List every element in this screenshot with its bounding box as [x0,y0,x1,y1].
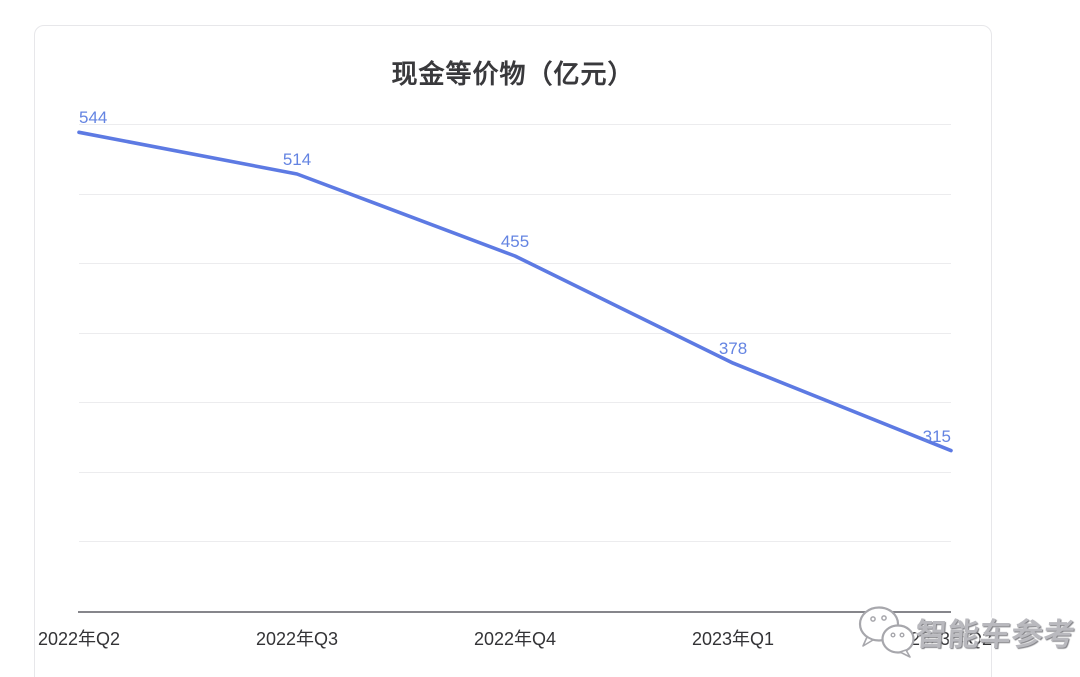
gridline [79,541,951,542]
gridline [79,124,951,125]
data-label: 514 [282,150,312,169]
series-line [77,130,953,453]
gridline [79,471,951,473]
data-label: 544 [79,108,108,128]
gridline [79,193,951,195]
x-axis-label: 2023年Q1 [691,629,775,649]
gridline [79,402,951,403]
x-axis-label: 2022年Q4 [473,629,557,649]
chart-title: 现金等价物（亿元） [391,59,635,89]
data-label: 315 [922,426,951,446]
data-label: 378 [718,339,748,359]
data-label: 455 [500,232,530,251]
x-axis-label: 2023年Q2 [909,629,993,649]
x-axis-label: 2022年Q2 [37,629,121,649]
plot-area: 544 514 455 378 315 2022年Q2 2022年Q3 2022年Q4 2023… [35,26,993,677]
chart-card: 现金等价物（亿元） 544 514 455 378 315 2022年Q2 2022年Q3 2… [34,25,992,677]
x-axis-label: 2022年Q3 [255,629,339,649]
gridline [79,332,951,334]
gridline [79,263,951,264]
x-axis-line [78,610,951,613]
